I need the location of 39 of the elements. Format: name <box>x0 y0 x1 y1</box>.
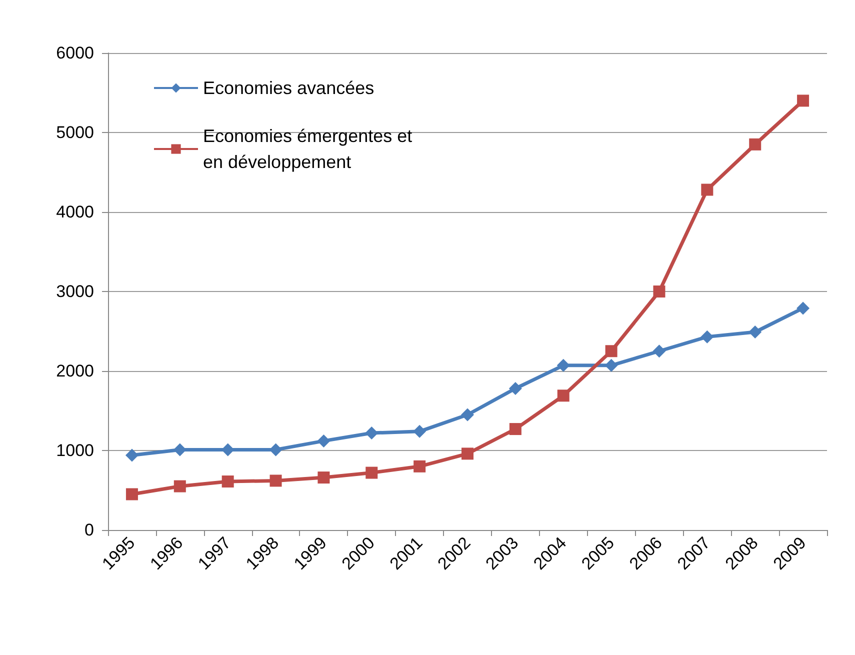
point <box>221 443 234 456</box>
point <box>317 434 330 448</box>
point <box>366 466 378 479</box>
point <box>462 448 474 460</box>
point <box>797 94 810 107</box>
point <box>173 443 186 456</box>
point <box>508 382 522 395</box>
point <box>509 423 522 436</box>
point <box>749 138 762 150</box>
point <box>701 184 714 196</box>
y-tick-label: 5000 <box>56 123 94 142</box>
y-tick-label: 6000 <box>56 44 94 62</box>
point <box>605 345 618 358</box>
y-tick-label: 1000 <box>56 441 94 460</box>
legend-label: Economies émergentes et en développement <box>203 126 418 172</box>
point <box>700 330 714 344</box>
point <box>748 326 762 339</box>
point <box>556 358 570 372</box>
y-tick-label: 3000 <box>56 282 94 301</box>
point <box>126 488 138 500</box>
point <box>796 302 810 315</box>
point <box>413 424 426 438</box>
point <box>461 408 474 422</box>
point <box>174 480 186 492</box>
y-tick-label: 4000 <box>56 202 94 222</box>
point <box>557 390 570 402</box>
point <box>269 443 282 456</box>
point <box>653 286 666 298</box>
point <box>222 476 234 488</box>
legend-label: Economies avancées <box>203 78 374 98</box>
point <box>652 344 666 358</box>
point <box>270 474 282 487</box>
point <box>365 426 378 440</box>
point <box>604 358 618 372</box>
point <box>414 460 426 472</box>
y-tick-label: 2000 <box>56 362 94 380</box>
point <box>318 472 330 484</box>
y-tick-label: 0 <box>84 520 94 540</box>
point <box>125 448 138 462</box>
